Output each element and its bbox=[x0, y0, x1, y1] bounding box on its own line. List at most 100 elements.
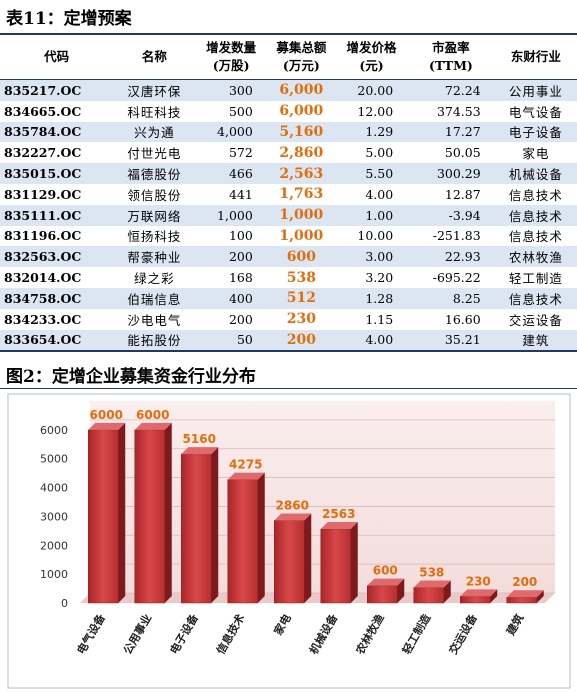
table-cell: 168 bbox=[228, 270, 253, 286]
table-cell: 512 bbox=[266, 287, 336, 309]
header-cell: 增发数量 (万股) bbox=[195, 34, 267, 80]
header-cell: 增发价格 (元) bbox=[335, 34, 408, 80]
y-tick-label: 1000 bbox=[40, 568, 68, 581]
header-text: (万元) bbox=[282, 58, 320, 73]
table-cell: 科旺科技 bbox=[127, 104, 182, 120]
table-cell: 1.00 bbox=[335, 204, 408, 226]
table-cell: 300 bbox=[195, 79, 267, 101]
table-cell: 50 bbox=[195, 329, 267, 352]
table-cell: 6,000 bbox=[279, 103, 324, 120]
table-cell: 5.50 bbox=[335, 163, 408, 184]
table-cell: 1,000 bbox=[279, 227, 324, 244]
table-cell: 4,000 bbox=[195, 121, 267, 143]
y-tick-label: 2000 bbox=[40, 539, 68, 552]
table-cell: 834758.OC bbox=[0, 287, 114, 309]
data-label: 2563 bbox=[322, 507, 355, 521]
bar bbox=[460, 596, 491, 604]
bar-side bbox=[443, 580, 451, 603]
header-cell: 名称 bbox=[113, 34, 196, 80]
table-row: 834758.OC 伯瑞信息 400 512 1.28 8.25 信息技术 bbox=[0, 287, 577, 309]
table-cell: 572 bbox=[228, 145, 253, 161]
table-cell: 沙电电气 bbox=[127, 312, 182, 328]
table-row: 831129.OC 领信股份 441 1,763 4.00 12.87 信息技术 bbox=[0, 184, 577, 205]
table-cell: 12.00 bbox=[357, 103, 394, 119]
table-cell: 50.05 bbox=[444, 145, 481, 161]
table-cell: 230 bbox=[286, 311, 316, 328]
header-text: (TTM) bbox=[429, 58, 473, 73]
table-cell: 100 bbox=[228, 228, 253, 244]
bar-side bbox=[211, 447, 219, 603]
table-cell: 4.00 bbox=[335, 329, 408, 352]
table-cell: 300.29 bbox=[407, 163, 495, 184]
chart: 01000200030004000500060006000电气设备6000公用事… bbox=[7, 393, 571, 689]
table-cell: 电气设备 bbox=[508, 104, 563, 120]
table-cell: 5,160 bbox=[266, 121, 336, 143]
table-cell: 835111.OC bbox=[0, 204, 114, 226]
table-row: 832563.OC 帮豪种业 200 600 3.00 22.93 农林牧渔 bbox=[0, 246, 577, 268]
table-cell: 835217.OC bbox=[0, 79, 114, 101]
table-cell: 信息技术 bbox=[508, 229, 563, 245]
bar-top bbox=[274, 513, 312, 521]
table-cell: 信息技术 bbox=[508, 187, 563, 203]
table-cell: 835784.OC bbox=[0, 121, 114, 143]
table-cell: -695.22 bbox=[432, 270, 481, 286]
table-cell: 帮豪种业 bbox=[113, 246, 196, 268]
bar-top bbox=[413, 580, 451, 588]
table-cell: 能拓股份 bbox=[113, 329, 196, 352]
table-cell: 400 bbox=[195, 287, 267, 309]
table-cell: 3.20 bbox=[365, 270, 394, 286]
bar-top bbox=[460, 589, 498, 597]
table-cell: 833654.OC bbox=[0, 329, 114, 352]
table-cell: 466 bbox=[195, 163, 267, 184]
table-cell: 200 bbox=[266, 329, 336, 352]
bar-side bbox=[397, 578, 405, 603]
table-cell: 2,563 bbox=[266, 163, 336, 184]
table-cell: 538 bbox=[286, 269, 316, 286]
table-cell: 831129.OC bbox=[4, 186, 82, 202]
table-cell: 1,000 bbox=[266, 204, 336, 226]
table-cell: 1.29 bbox=[335, 121, 408, 143]
table-cell: 834233.OC bbox=[4, 311, 82, 327]
table-cell: 20.00 bbox=[335, 79, 408, 101]
table-cell: 领信股份 bbox=[127, 187, 182, 203]
header-text: (元) bbox=[359, 58, 384, 73]
table-cell: 16.60 bbox=[444, 311, 481, 327]
data-label: 4275 bbox=[229, 458, 262, 472]
bar bbox=[134, 429, 165, 604]
table-cell: 兴为通 bbox=[113, 121, 196, 143]
table-cell: 公用事业 bbox=[494, 79, 577, 101]
table-cell: 832563.OC bbox=[0, 246, 114, 268]
table-cell: 8.25 bbox=[407, 287, 495, 309]
header-text: 市盈率 bbox=[432, 40, 470, 55]
header-text: 增发价格 bbox=[346, 40, 397, 55]
table-title: 表11：定增预案 bbox=[6, 9, 132, 29]
chart-title: 图2：定增企业募集资金行业分布 bbox=[6, 367, 256, 387]
bar bbox=[227, 479, 258, 604]
table-cell: 6,000 bbox=[266, 79, 336, 101]
rule bbox=[0, 388, 577, 389]
header-text: 募集总额 bbox=[276, 40, 327, 55]
table-cell: 信息技术 bbox=[494, 204, 577, 226]
y-tick-label: 5000 bbox=[40, 453, 68, 466]
header-text: 增发数量 bbox=[206, 40, 257, 55]
bar-top bbox=[367, 578, 405, 586]
table-cell: 福德股份 bbox=[113, 163, 196, 184]
bar-side bbox=[118, 422, 126, 603]
table-cell: 22.93 bbox=[407, 246, 495, 268]
table-row: 833654.OC 能拓股份 50 200 4.00 35.21 建筑 bbox=[0, 329, 577, 352]
table-cell: 信息技术 bbox=[494, 287, 577, 309]
data-label: 6000 bbox=[136, 408, 169, 422]
bar bbox=[413, 587, 444, 604]
data-label: 2860 bbox=[276, 498, 309, 512]
table-row: 831196.OC 恒扬科技 100 1,000 10.00 -251.83 信息技术 bbox=[0, 226, 577, 247]
table-cell: 1,000 bbox=[195, 204, 267, 226]
y-tick-label: 6000 bbox=[40, 424, 68, 437]
table-cell: 机械设备 bbox=[494, 163, 577, 184]
table-cell: 1.28 bbox=[335, 287, 408, 309]
bar bbox=[367, 585, 398, 604]
table-cell: 834665.OC bbox=[4, 103, 82, 119]
table-cell: 1,763 bbox=[279, 186, 324, 203]
table-cell: 电子设备 bbox=[494, 121, 577, 143]
header-cell: 市盈率 (TTM) bbox=[407, 34, 495, 80]
bar bbox=[506, 596, 537, 604]
